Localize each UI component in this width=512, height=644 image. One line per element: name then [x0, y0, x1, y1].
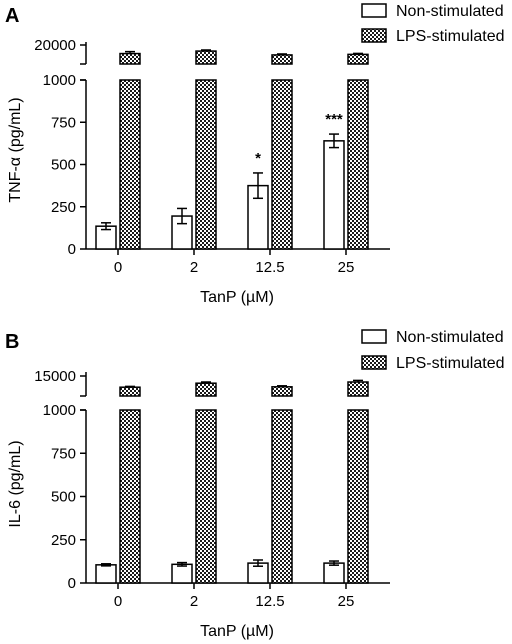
y-tick-label: 500: [51, 157, 76, 174]
panel-a-x-axis-title: TanP (µM): [200, 289, 274, 306]
x-tick-label: 12.5: [255, 259, 284, 276]
legend-item-non-stimulated: Non-stimulated: [361, 3, 504, 20]
bar-lps-stimulated: [271, 409, 293, 584]
y-tick-label: 750: [51, 114, 76, 131]
bar-lps-stimulated-upper: [119, 52, 141, 65]
bar-non-stimulated: [323, 140, 345, 250]
bar-lps-stimulated-upper: [119, 386, 141, 397]
bar-lps-stimulated-upper: [347, 53, 369, 65]
x-tick-label: 0: [114, 593, 122, 610]
legend-swatch-lps-stimulated: [361, 355, 387, 370]
panel-b-x-axis-title: TanP (µM): [200, 623, 274, 640]
bar-lps-stimulated-upper: [195, 382, 217, 397]
panel-b-y-axis-title: IL-6 (pg/mL): [7, 440, 24, 527]
y-tick-label: 0: [68, 575, 76, 592]
bar-non-stimulated: [323, 562, 345, 584]
panel-b-legend: Non-stimulated LPS-stimulated: [361, 329, 505, 372]
legend-swatch-non-stimulated: [361, 329, 387, 344]
bar-lps-stimulated: [347, 409, 369, 584]
legend-item-non-stimulated: Non-stimulated: [361, 329, 504, 346]
significance-marker: *: [255, 150, 261, 167]
y-tick-label: 0: [68, 241, 76, 258]
bar-lps-stimulated: [195, 409, 217, 584]
legend-label-non-stimulated: Non-stimulated: [396, 3, 504, 20]
y-tick-label: 250: [51, 199, 76, 216]
bar-lps-stimulated: [347, 79, 369, 250]
x-tick-label: 2: [190, 593, 198, 610]
y-tick-label: 1000: [43, 402, 76, 419]
bar-lps-stimulated-upper: [195, 50, 217, 65]
y-tick-label: 500: [51, 489, 76, 506]
bar-lps-stimulated-upper: [347, 381, 369, 397]
bar-non-stimulated: [95, 564, 117, 584]
legend-item-lps-stimulated: LPS-stimulated: [361, 28, 505, 45]
panel-b-label: B: [5, 331, 19, 353]
panel-a-plot-area: 0 250 500 750 1000 20000 0 2 * 12.5 *** 25: [34, 37, 390, 276]
y-tick-label: 15000: [34, 368, 76, 385]
panel-a-y-axis-title: TNF-α (pg/mL): [7, 97, 24, 202]
bar-lps-stimulated: [195, 79, 217, 250]
bar-non-stimulated: [171, 563, 193, 584]
panel-b-plot-area: 0 250 500 750 1000 15000 0 2 12.5 25: [34, 368, 390, 610]
panel-b-chart: B IL-6 (pg/mL) TanP (µM) Non-stimulated …: [5, 329, 505, 640]
x-tick-label: 0: [114, 259, 122, 276]
x-tick-label: 25: [338, 259, 355, 276]
bar-lps-stimulated-upper: [271, 54, 293, 65]
x-tick-label: 12.5: [255, 593, 284, 610]
y-tick-label: 20000: [34, 37, 76, 54]
panel-a-chart: A TNF-α (pg/mL) TanP (µM) Non-stimulated…: [5, 3, 505, 306]
bar-lps-stimulated: [119, 409, 141, 584]
y-tick-label: 750: [51, 445, 76, 462]
y-tick-label: 250: [51, 532, 76, 549]
significance-marker: ***: [325, 111, 343, 128]
panel-a-legend: Non-stimulated LPS-stimulated: [361, 3, 505, 45]
legend-label-lps-stimulated: LPS-stimulated: [396, 355, 505, 372]
panel-a-label: A: [5, 5, 19, 27]
bar-lps-stimulated-upper: [271, 386, 293, 397]
bar-lps-stimulated: [271, 79, 293, 250]
legend-label-lps-stimulated: LPS-stimulated: [396, 28, 505, 45]
bar-lps-stimulated: [119, 79, 141, 250]
x-tick-label: 25: [338, 593, 355, 610]
y-tick-label: 1000: [43, 72, 76, 89]
legend-item-lps-stimulated: LPS-stimulated: [361, 355, 505, 372]
legend-swatch-lps-stimulated: [361, 28, 387, 43]
legend-swatch-non-stimulated: [361, 3, 387, 18]
legend-label-non-stimulated: Non-stimulated: [396, 329, 504, 346]
x-tick-label: 2: [190, 259, 198, 276]
